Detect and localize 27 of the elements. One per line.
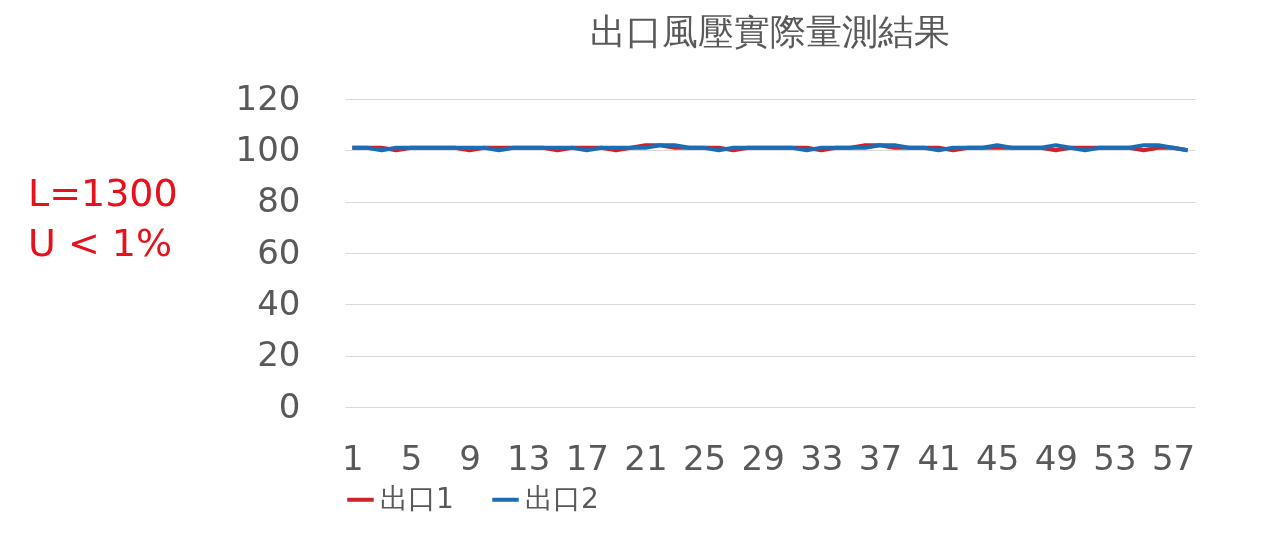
x-tick-label: 37	[858, 437, 903, 478]
x-tick-label: 17	[565, 437, 609, 478]
x-tick-label: 21	[624, 437, 668, 478]
y-tick-label: 40	[257, 282, 301, 323]
x-tick-label: 29	[741, 437, 785, 478]
legend-label: 出口1	[380, 481, 454, 515]
x-tick-label: 33	[800, 437, 844, 478]
y-tick-label: 60	[257, 231, 301, 272]
x-tick-label: 1	[342, 437, 364, 478]
y-tick-label: 80	[257, 180, 301, 221]
x-tick-label: 41	[917, 437, 961, 478]
x-tick-label: 57	[1151, 437, 1196, 478]
x-tick-label: 13	[507, 437, 551, 478]
y-tick-label: 20	[257, 334, 301, 375]
y-tick-label: 120	[235, 77, 301, 118]
text: L=1300	[28, 170, 178, 217]
x-tick-label: 25	[682, 437, 727, 478]
text: U < 1%	[28, 220, 174, 267]
y-tick-label: 100	[235, 128, 301, 169]
chart-title: 出口風壓實際量測結果	[590, 11, 950, 52]
x-tick-label: 49	[1034, 437, 1078, 478]
x-tick-label: 9	[459, 437, 481, 478]
y-tick-label: 0	[278, 385, 301, 426]
legend-label: 出口2	[525, 481, 599, 515]
x-tick-label: 5	[400, 437, 423, 478]
x-tick-label: 45	[976, 437, 1020, 478]
x-tick-label: 53	[1093, 437, 1137, 478]
